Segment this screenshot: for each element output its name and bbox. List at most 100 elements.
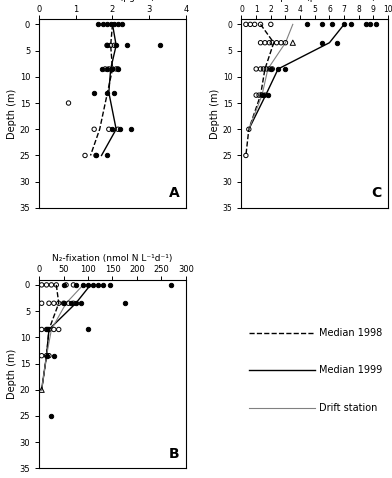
Point (282, 65, 289, 73)
Point (48, 412, 54, 420)
Point (256, 91, 262, 99)
Point (65, 299, 72, 307)
Point (275, 65, 281, 73)
Point (93, 152, 99, 159)
Point (363, 21, 369, 28)
Title: Prim. prod. (μmol C L⁻¹d⁻¹): Prim. prod. (μmol C L⁻¹d⁻¹) (254, 0, 376, 2)
Point (258, 65, 264, 73)
Point (263, 65, 270, 73)
Point (44, 352, 50, 359)
Point (124, 42, 130, 49)
Point (44, 352, 50, 359)
Point (252, 21, 258, 28)
Point (269, 65, 276, 73)
Point (373, 21, 379, 28)
Point (104, 42, 110, 49)
Point (290, 39, 296, 46)
Point (51, 299, 57, 307)
Y-axis label: Depth (m): Depth (m) (7, 349, 17, 399)
Point (82, 152, 88, 159)
Point (70, 299, 76, 307)
Point (44, 281, 50, 289)
Point (104, 65, 110, 73)
Point (341, 21, 347, 28)
Point (38, 352, 45, 359)
Title: Total Chl a (μg L⁻¹): Total Chl a (μg L⁻¹) (70, 0, 155, 2)
Point (95, 21, 101, 28)
Point (259, 91, 265, 99)
Point (51, 352, 57, 359)
Point (68, 299, 74, 307)
Point (53, 281, 60, 289)
Point (38, 299, 45, 307)
Point (38, 326, 45, 333)
Point (122, 299, 128, 307)
Point (107, 21, 114, 28)
Point (100, 21, 107, 28)
Point (319, 21, 325, 28)
Point (253, 91, 259, 99)
Point (85, 326, 91, 333)
Point (109, 65, 116, 73)
Point (274, 39, 280, 46)
Point (80, 281, 86, 289)
Point (46, 326, 52, 333)
Y-axis label: Depth (m): Depth (m) (7, 88, 17, 139)
Point (111, 21, 118, 28)
Point (334, 39, 340, 46)
Point (258, 21, 264, 28)
Point (348, 21, 355, 28)
Point (63, 281, 69, 289)
Point (93, 152, 99, 159)
Point (115, 21, 121, 28)
Point (115, 65, 121, 73)
Point (44, 326, 50, 333)
Point (319, 39, 325, 46)
Point (253, 65, 259, 73)
Point (60, 281, 67, 289)
Title: N₂-fixation (nmol N L⁻¹d⁻¹): N₂-fixation (nmol N L⁻¹d⁻¹) (52, 254, 173, 263)
Point (268, 21, 274, 28)
Point (46, 299, 52, 307)
Point (91, 125, 97, 133)
Point (111, 89, 118, 97)
Point (115, 65, 121, 73)
Point (78, 299, 84, 307)
Point (60, 299, 67, 307)
Point (95, 281, 101, 289)
Point (329, 21, 336, 28)
Point (262, 39, 268, 46)
Text: Median 1998: Median 1998 (319, 327, 383, 337)
Point (262, 91, 268, 99)
Point (260, 91, 267, 99)
Point (104, 152, 110, 159)
Point (104, 42, 110, 49)
Point (367, 21, 374, 28)
Point (109, 65, 116, 73)
Point (107, 42, 114, 49)
Point (109, 125, 116, 133)
Point (265, 91, 271, 99)
Point (56, 299, 62, 307)
Point (100, 281, 106, 289)
Point (104, 89, 110, 97)
Point (106, 65, 112, 73)
Point (102, 65, 108, 73)
Point (269, 39, 276, 46)
Point (117, 125, 123, 133)
Point (282, 39, 289, 46)
Point (278, 39, 284, 46)
Point (70, 281, 76, 289)
Point (38, 281, 45, 289)
Point (157, 42, 163, 49)
Point (268, 65, 274, 73)
Point (90, 281, 96, 289)
Point (85, 281, 91, 289)
Point (113, 42, 119, 49)
Point (48, 281, 54, 289)
Point (60, 299, 67, 307)
Text: A: A (169, 186, 180, 200)
Point (65, 99, 72, 107)
Point (51, 326, 57, 333)
Point (107, 281, 113, 289)
